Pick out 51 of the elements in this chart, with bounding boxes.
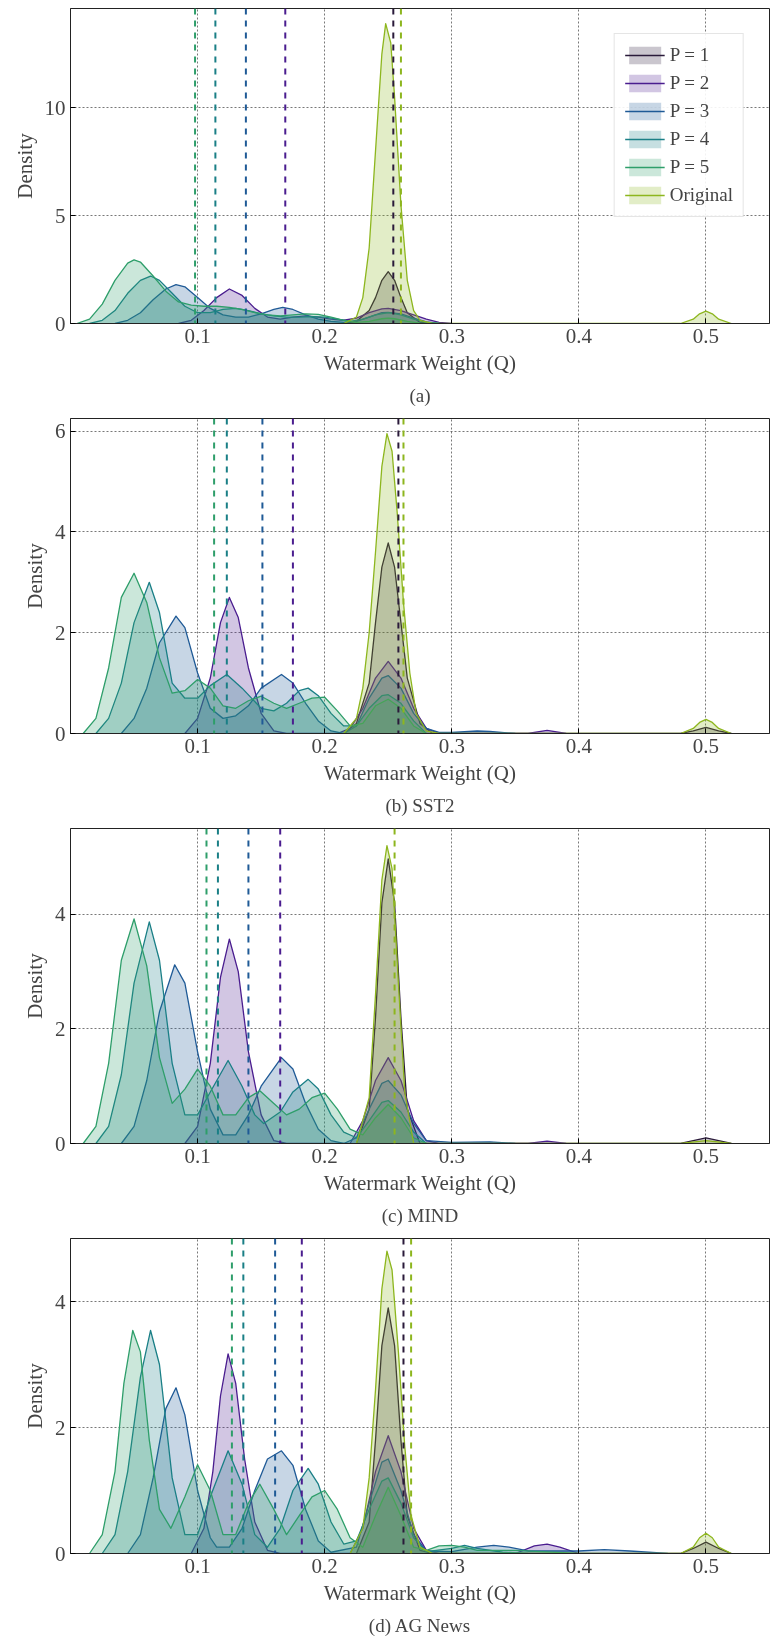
text: (b) SST2	[385, 794, 455, 817]
y-tick-label: 4	[55, 902, 66, 927]
y-tick-label: 0	[55, 311, 66, 336]
x-tick-label: 0.5	[692, 1143, 720, 1168]
x-tick-label: 0.2	[311, 323, 338, 348]
y-tick-label: 4	[55, 519, 66, 544]
x-tick-label: 0.3	[438, 1553, 465, 1578]
y-axis-title: Density	[23, 1362, 47, 1429]
y-tick-label: 2	[55, 1415, 66, 1440]
y-axis-title: Density	[23, 952, 47, 1019]
x-tick-label: 0.1	[184, 1553, 211, 1578]
x-tick-label: 0.5	[692, 323, 720, 348]
x-tick-label: 0.4	[565, 1143, 593, 1168]
legend-label: Original	[669, 184, 733, 206]
text: (c) MIND	[381, 1204, 459, 1227]
y-axis-title: Density	[23, 542, 47, 609]
y-tick-label: 0	[55, 1541, 66, 1566]
y-tick-label: 5	[55, 203, 66, 228]
y-tick-label: 4	[55, 1289, 66, 1314]
x-tick-label: 0.3	[438, 323, 465, 348]
x-tick-label: 0.4	[565, 1553, 593, 1578]
y-tick-label: 2	[55, 620, 66, 645]
x-tick-label: 0.3	[438, 733, 465, 758]
x-axis-title: Watermark Weight (Q)	[323, 760, 516, 785]
legend-label: P = 1	[669, 44, 710, 66]
y-tick-label: 10	[44, 95, 66, 120]
x-axis-title: Watermark Weight (Q)	[323, 350, 516, 375]
x-tick-label: 0.4	[565, 733, 593, 758]
y-tick-label: 0	[55, 1131, 66, 1156]
x-axis-title: Watermark Weight (Q)	[323, 1170, 516, 1195]
x-tick-label: 0.2	[311, 1143, 338, 1168]
y-tick-label: 2	[55, 1016, 66, 1041]
x-axis-title: Watermark Weight (Q)	[323, 1580, 516, 1605]
text: (a)	[409, 384, 431, 407]
legend-label: P = 3	[669, 100, 710, 122]
x-tick-label: 0.1	[184, 1143, 211, 1168]
x-tick-label: 0.1	[184, 323, 211, 348]
x-tick-label: 0.3	[438, 1143, 465, 1168]
x-tick-label: 0.2	[311, 1553, 338, 1578]
y-tick-label: 6	[55, 419, 66, 444]
x-tick-label: 0.1	[184, 733, 211, 758]
y-tick-label: 0	[55, 721, 66, 746]
legend-label: P = 4	[669, 128, 710, 150]
x-tick-label: 0.5	[692, 733, 720, 758]
x-tick-label: 0.2	[311, 733, 338, 758]
legend-label: P = 5	[669, 156, 710, 178]
legend-label: P = 2	[669, 72, 710, 94]
x-tick-label: 0.5	[692, 1553, 720, 1578]
text: (d) AG News	[368, 1614, 471, 1637]
y-axis-title: Density	[12, 132, 37, 199]
x-tick-label: 0.4	[565, 323, 593, 348]
